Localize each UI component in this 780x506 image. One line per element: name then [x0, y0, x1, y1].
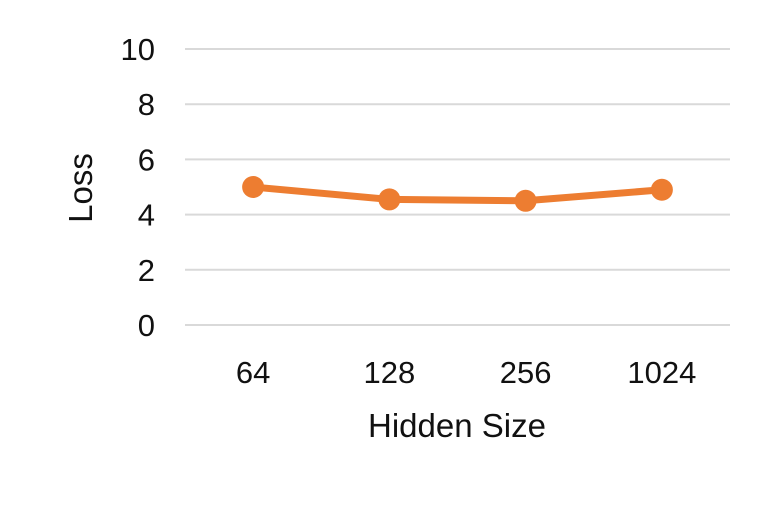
y-tick-label: 8 — [138, 87, 155, 122]
y-tick-label: 10 — [121, 32, 155, 67]
data-point — [514, 189, 537, 212]
data-point — [650, 178, 673, 201]
series-line-group — [242, 176, 673, 212]
y-tick-label: 2 — [138, 253, 155, 288]
y-axis-title: Loss — [62, 153, 99, 223]
x-axis-tick-labels: 64 128 256 1024 — [236, 355, 696, 390]
x-axis-title: Hidden Size — [368, 407, 546, 444]
data-point — [242, 176, 265, 198]
series-line — [249, 183, 666, 205]
grid-lines — [185, 48, 730, 326]
y-axis-tick-labels: 0 2 4 6 8 10 — [121, 32, 155, 343]
x-tick-label: 256 — [500, 355, 552, 390]
y-tick-label: 4 — [138, 198, 155, 233]
x-tick-label: 1024 — [627, 355, 696, 390]
x-tick-label: 128 — [364, 355, 416, 390]
x-tick-label: 64 — [236, 355, 270, 390]
y-tick-label: 6 — [138, 142, 155, 177]
data-point — [378, 188, 401, 211]
y-tick-label: 0 — [138, 308, 155, 343]
